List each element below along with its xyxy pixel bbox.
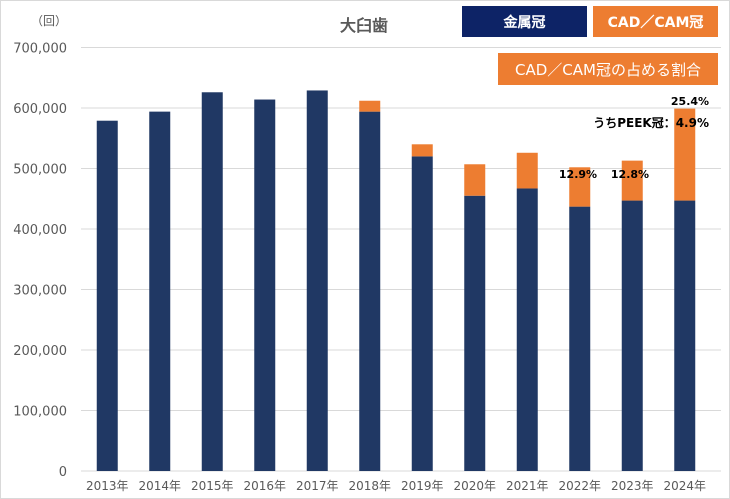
legend-cad-cam-crown: CAD／CAM冠	[593, 6, 718, 37]
y-tick-label: 100,000	[13, 405, 67, 420]
x-tick-label: 2021年	[506, 479, 549, 493]
x-tick-label: 2024年	[663, 479, 706, 493]
bar-cad-cam	[411, 144, 433, 157]
bar-cad-cam	[359, 100, 381, 112]
y-tick-label: 200,000	[13, 344, 67, 359]
x-tick-label: 2016年	[243, 479, 286, 493]
bar-cad-cam	[621, 160, 643, 201]
data-label: 12.8%	[611, 168, 649, 181]
chart-title: 大臼歯	[340, 16, 388, 35]
bar-cad-cam	[464, 164, 486, 196]
y-axis-unit: （回）	[31, 14, 67, 28]
x-tick-label: 2017年	[296, 479, 339, 493]
bar-metal	[96, 120, 118, 471]
y-tick-label: 300,000	[13, 284, 67, 299]
peek-label: うちPEEK冠：4.9%	[593, 116, 709, 130]
annotation-box: CAD／CAM冠の占める割合	[498, 53, 718, 85]
legend-metal-crown: 金属冠	[462, 6, 587, 37]
bar-cad-cam	[516, 152, 538, 189]
x-tick-label: 2015年	[191, 479, 234, 493]
y-tick-label: 600,000	[13, 102, 67, 117]
bar-metal	[201, 92, 223, 472]
bar-metal	[516, 188, 538, 471]
data-label: 12.9%	[559, 168, 597, 181]
x-tick-label: 2022年	[558, 479, 601, 493]
y-tick-label: 500,000	[13, 163, 67, 178]
bar-metal	[149, 111, 171, 471]
y-tick-label: 400,000	[13, 223, 67, 238]
y-tick-label: 700,000	[13, 42, 67, 57]
bar-cad-cam	[569, 167, 591, 207]
bar-metal	[621, 200, 643, 471]
x-tick-label: 2013年	[86, 479, 129, 493]
bar-metal	[569, 206, 591, 472]
x-tick-label: 2019年	[401, 479, 444, 493]
bar-metal	[464, 195, 486, 471]
bar-metal	[359, 111, 381, 471]
bar-metal	[674, 200, 696, 471]
bar-metal	[411, 156, 433, 471]
x-tick-label: 2018年	[348, 479, 391, 493]
x-tick-label: 2020年	[453, 479, 496, 493]
bar-cad-cam	[674, 108, 696, 201]
y-tick-label: 0	[59, 465, 67, 480]
data-label: 25.4%	[671, 95, 709, 108]
x-tick-label: 2023年	[611, 479, 654, 493]
bar-metal	[254, 99, 276, 471]
bar-metal	[306, 90, 328, 471]
x-tick-label: 2014年	[138, 479, 181, 493]
